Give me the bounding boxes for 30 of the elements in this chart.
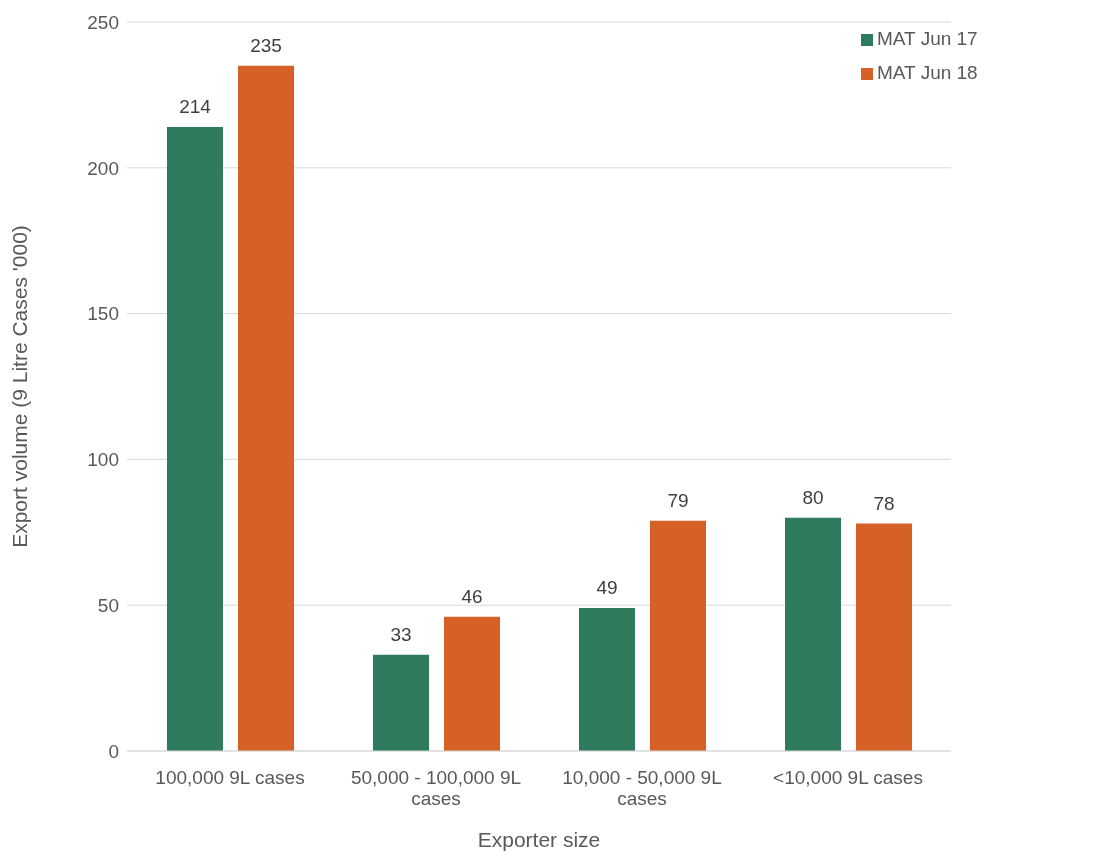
data-label: 80 xyxy=(802,486,824,508)
bar xyxy=(238,65,294,751)
x-tick-label: 10,000 - 50,000 9L cases xyxy=(562,767,722,809)
x-tick-label: 50,000 - 100,000 9L cases xyxy=(350,767,522,809)
legend-label: MAT Jun 17 xyxy=(877,28,978,49)
bar xyxy=(579,608,635,751)
y-tick-label: 100 xyxy=(87,449,119,471)
y-tick-label: 0 xyxy=(108,740,119,762)
y-tick-label: 150 xyxy=(87,303,119,325)
bar xyxy=(785,517,841,751)
data-label: 49 xyxy=(596,577,618,599)
legend-label: MAT Jun 18 xyxy=(877,62,978,83)
bar xyxy=(444,616,500,751)
x-axis-title: Exporter size xyxy=(477,828,601,851)
data-label: 214 xyxy=(179,95,212,117)
x-tick-label: <10,000 9L cases xyxy=(773,767,923,789)
bar xyxy=(856,523,912,751)
y-tick-label: 200 xyxy=(87,157,119,179)
y-tick-label: 50 xyxy=(97,594,119,616)
data-label: 235 xyxy=(250,34,282,56)
bar xyxy=(167,126,223,751)
data-label: 46 xyxy=(461,585,483,607)
x-tick-label: 100,000 9L cases xyxy=(155,767,305,789)
y-tick-label: 250 xyxy=(87,11,119,33)
data-label: 78 xyxy=(873,492,895,514)
data-label: 79 xyxy=(667,489,689,511)
bar xyxy=(650,520,706,751)
data-label: 33 xyxy=(390,623,412,645)
bar xyxy=(373,654,429,751)
y-axis-title: Export volume (9 Litre Cases '000) xyxy=(8,225,32,548)
